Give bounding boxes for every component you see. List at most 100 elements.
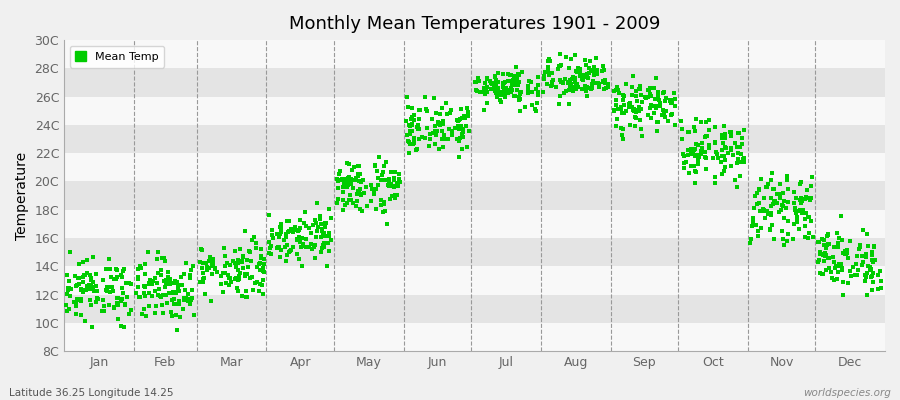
Point [248,280,262,286]
Point [229,264,243,270]
Point [265,232,279,238]
Point [297,219,311,226]
Point [760,183,774,190]
Point [503,72,517,78]
Point [689,141,704,147]
Point [511,71,526,77]
Point [70,282,85,288]
Point [228,248,242,254]
Point [860,251,874,257]
Point [616,93,631,99]
Point [403,122,418,129]
Point [322,230,337,236]
Point [256,268,271,275]
Point [699,132,714,139]
Point [202,265,216,271]
Point [480,89,494,95]
Point [472,78,486,84]
Point [694,119,708,126]
Point [812,257,826,264]
Point [84,297,98,304]
Point [141,281,156,287]
Point [377,200,392,206]
Point [353,170,367,177]
Point [634,92,649,98]
Point [293,217,308,223]
Point [371,174,385,181]
Point [746,214,760,221]
Point [352,163,366,169]
Point [316,230,330,236]
Point [826,254,841,260]
Point [663,97,678,104]
Point [542,56,556,62]
Point [296,241,310,248]
Point [590,54,604,61]
Point [272,244,286,250]
Point [82,282,96,288]
Point [271,244,285,250]
Point [165,297,179,303]
Point [488,85,502,91]
Point [285,244,300,250]
Point [660,108,674,114]
Point [568,51,582,58]
Point [229,274,243,281]
Point [302,225,316,231]
Point [64,286,78,292]
Point [608,107,622,113]
Point [423,136,437,142]
Point [241,248,256,254]
Point [170,279,184,285]
Point [132,294,147,300]
Point [200,266,214,273]
Point [472,89,487,95]
Point [340,184,355,190]
Point [754,225,769,231]
Point [753,175,768,182]
Point [418,135,432,141]
Point [590,80,605,86]
Point [609,116,624,122]
Point [750,200,764,207]
Point [608,96,623,103]
Point [842,238,857,244]
Point [507,93,521,100]
Point [627,108,642,114]
Point [382,176,397,182]
Point [216,288,230,295]
Point [205,259,220,266]
Point [262,238,276,245]
Point [504,87,518,94]
Point [76,272,91,278]
Point [680,147,695,153]
Point [332,170,347,177]
Point [250,264,265,270]
Point [760,210,775,217]
Point [659,95,673,102]
Point [270,231,284,238]
Point [324,214,338,221]
Point [752,186,767,192]
Point [377,201,392,207]
Point [98,287,112,294]
Point [489,80,503,86]
Point [293,239,308,246]
Point [167,277,182,284]
Point [580,88,594,94]
Point [78,272,93,278]
Point [608,102,623,109]
Point [457,112,472,119]
Point [507,73,521,80]
Point [488,88,502,94]
Point [410,124,424,130]
Point [651,88,665,95]
Point [563,87,578,93]
Point [392,175,406,182]
Point [220,260,234,267]
Point [735,135,750,142]
Point [412,106,427,113]
Point [243,248,257,255]
Point [454,130,469,137]
Point [117,300,131,307]
